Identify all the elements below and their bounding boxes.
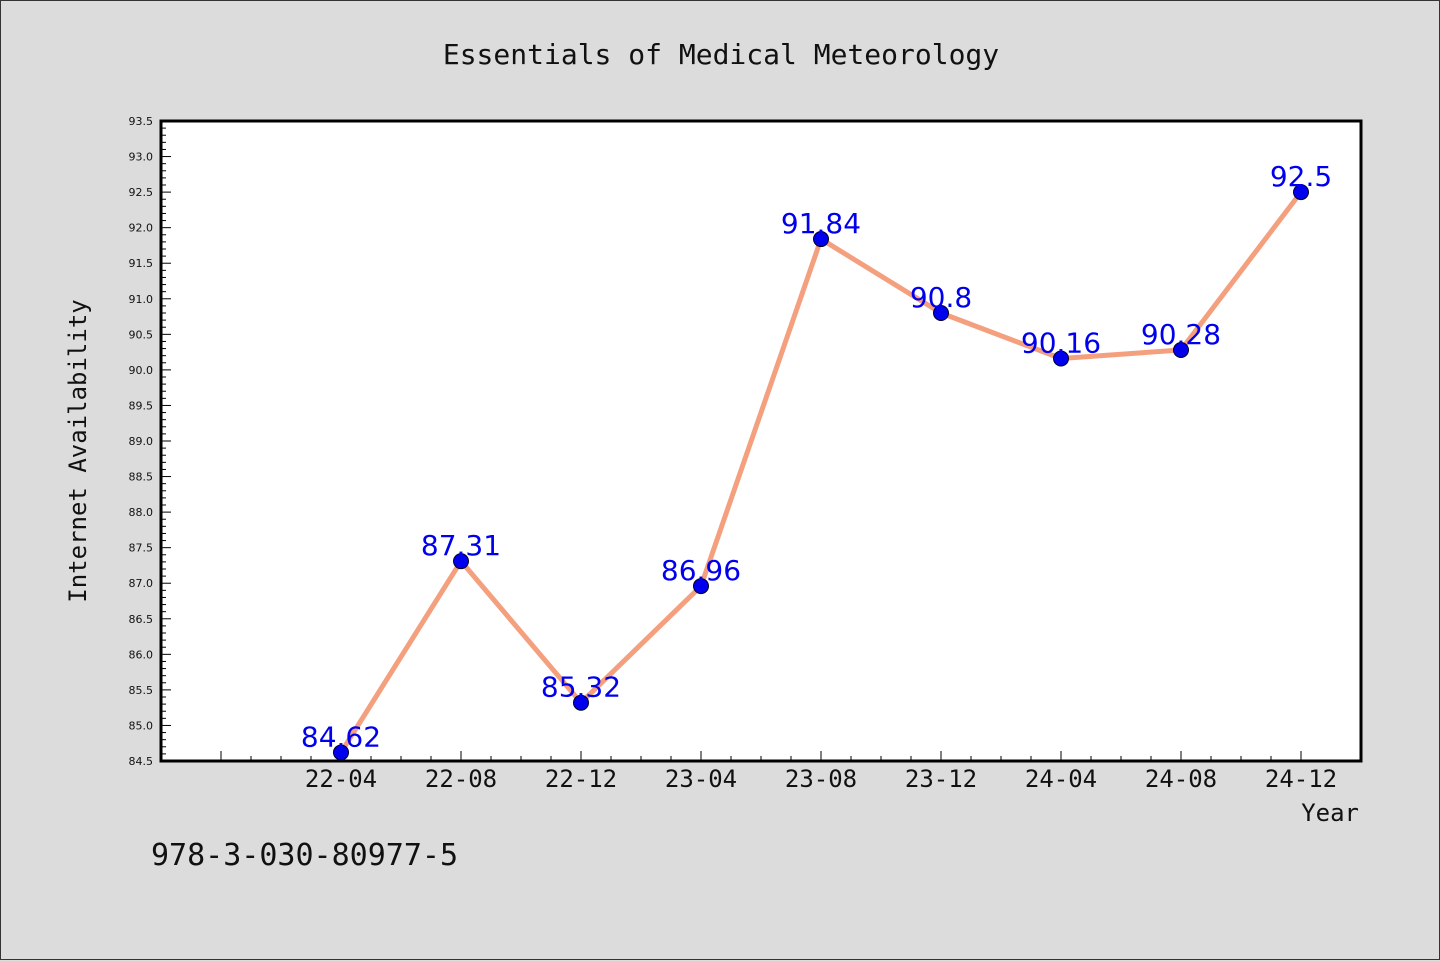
x-tick-label: 24-04 bbox=[1025, 765, 1097, 793]
y-axis: 84.5 85.0 85.5 86.0 86.5 87.0 87.5 88.0 88.5 89.0… bbox=[129, 115, 171, 768]
data-point bbox=[1293, 184, 1309, 201]
data-label: 87.31 bbox=[421, 529, 501, 562]
data-label: 92.5 bbox=[1270, 160, 1332, 193]
data-markers bbox=[333, 184, 1309, 761]
data-point bbox=[933, 305, 949, 321]
x-tick-label: 24-08 bbox=[1145, 765, 1217, 793]
x-tick-label: 22-04 bbox=[305, 765, 377, 793]
y-tick-label: 86.5 bbox=[129, 613, 154, 626]
data-label: 85.32 bbox=[541, 671, 621, 704]
data-label: 90.16 bbox=[1021, 327, 1101, 360]
y-tick-label: 89.5 bbox=[129, 399, 154, 412]
data-label: 84.62 bbox=[301, 720, 381, 753]
y-tick-label: 91.5 bbox=[129, 257, 154, 270]
data-labels: 84.62 87.31 85.32 86.96 91.84 90.8 90.16 90.28 9… bbox=[301, 160, 1332, 753]
y-tick-label: 90.5 bbox=[129, 328, 154, 341]
y-tick-label: 88.5 bbox=[129, 471, 154, 484]
data-point bbox=[333, 744, 349, 761]
y-axis-label: Internet Availability bbox=[64, 299, 92, 602]
y-tick-label: 92.5 bbox=[129, 186, 154, 199]
x-tick-label: 23-04 bbox=[665, 765, 737, 793]
y-tick-label: 90.0 bbox=[129, 364, 154, 377]
y-tick-label: 86.0 bbox=[129, 648, 154, 661]
y-tick-label: 87.5 bbox=[129, 542, 154, 555]
y-tick-label: 87.0 bbox=[129, 577, 154, 590]
data-point bbox=[813, 231, 829, 248]
x-axis: 22-04 22-08 22-12 23-04 23-08 23-12 24-04 24-08… bbox=[220, 751, 1337, 793]
data-point bbox=[453, 553, 469, 570]
y-tick-label: 92.0 bbox=[129, 222, 154, 235]
y-tick-label: 85.0 bbox=[129, 719, 154, 732]
data-label: 90.8 bbox=[910, 281, 972, 314]
y-tick-label: 93.0 bbox=[129, 151, 154, 164]
y-tick-label: 91.0 bbox=[129, 293, 154, 306]
data-point bbox=[1173, 341, 1189, 358]
x-axis-label: Year bbox=[1301, 799, 1359, 827]
plot-area bbox=[159, 119, 1363, 763]
y-tick-label: 84.5 bbox=[129, 755, 154, 768]
x-tick-label: 22-12 bbox=[545, 765, 617, 793]
isbn-code: 978-3-030-80977-5 bbox=[151, 838, 458, 873]
x-tick-label: 24-12 bbox=[1265, 765, 1337, 793]
x-tick-label: 22-08 bbox=[425, 765, 497, 793]
y-tick-label: 85.5 bbox=[129, 684, 154, 697]
data-label: 91.84 bbox=[781, 207, 861, 240]
data-label: 90.28 bbox=[1141, 318, 1221, 351]
x-tick-label: 23-08 bbox=[785, 765, 857, 793]
chart-title: Essentials of Medical Meteorology bbox=[443, 38, 999, 71]
y-tick-label: 89.0 bbox=[129, 435, 154, 448]
data-point bbox=[573, 694, 589, 711]
data-label: 86.96 bbox=[661, 554, 741, 587]
data-point bbox=[1053, 350, 1069, 367]
y-tick-label: 93.5 bbox=[129, 115, 154, 128]
data-point bbox=[693, 578, 709, 595]
x-tick-label: 23-12 bbox=[905, 765, 977, 793]
y-tick-label: 88.0 bbox=[129, 506, 154, 519]
